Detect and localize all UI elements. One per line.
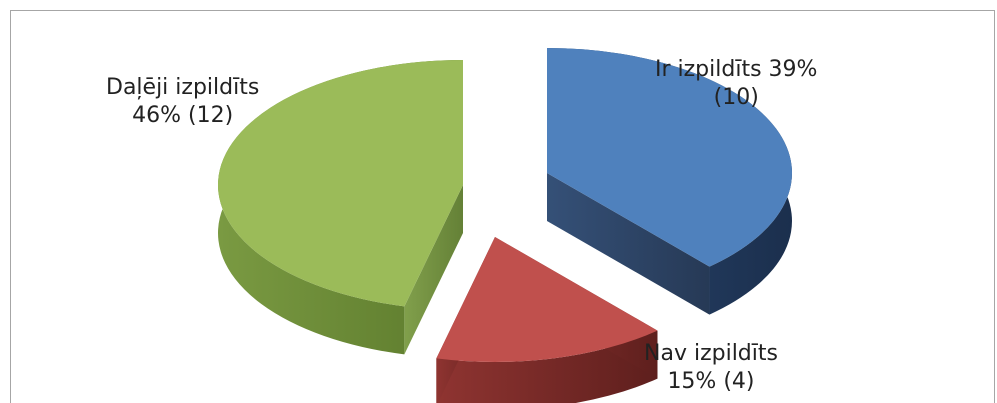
slice-label-percent: 15% [667,369,717,394]
slice-daleji-izpildits-top [217,60,463,307]
slice-label-name: Nav izpildīts [644,341,778,366]
slice-label-daleji-izpildits: Daļēji izpildīts 46% (12) [106,74,259,130]
slice-label-count: (12) [188,103,234,128]
slice-ir-izpildits-top [547,48,792,267]
slice-nav-izpildits-side [436,330,658,403]
slice-label-ir-izpildits: Ir izpildīts 39% (10) [655,56,817,112]
slice-ir-izpildits [547,48,792,315]
slice-ir-izpildits-wall-1 [547,173,710,315]
slice-label-name: Daļēji izpildīts [106,75,260,100]
slice-label-count: (10) [713,85,759,110]
slice-label-nav-izpildits: Nav izpildīts 15% (4) [644,340,778,396]
slice-daleji-izpildits [217,60,463,355]
slice-daleji-izpildits-wall-0 [404,185,463,355]
slice-label-percent: 46% [132,103,182,128]
chart-frame [10,10,995,403]
slice-label-percent: 39% [768,57,818,82]
slice-label-count: (4) [723,369,755,394]
slice-nav-izpildits [436,237,658,403]
slice-label-name: Ir izpildīts [655,57,762,82]
slice-nav-izpildits-top [436,237,658,362]
